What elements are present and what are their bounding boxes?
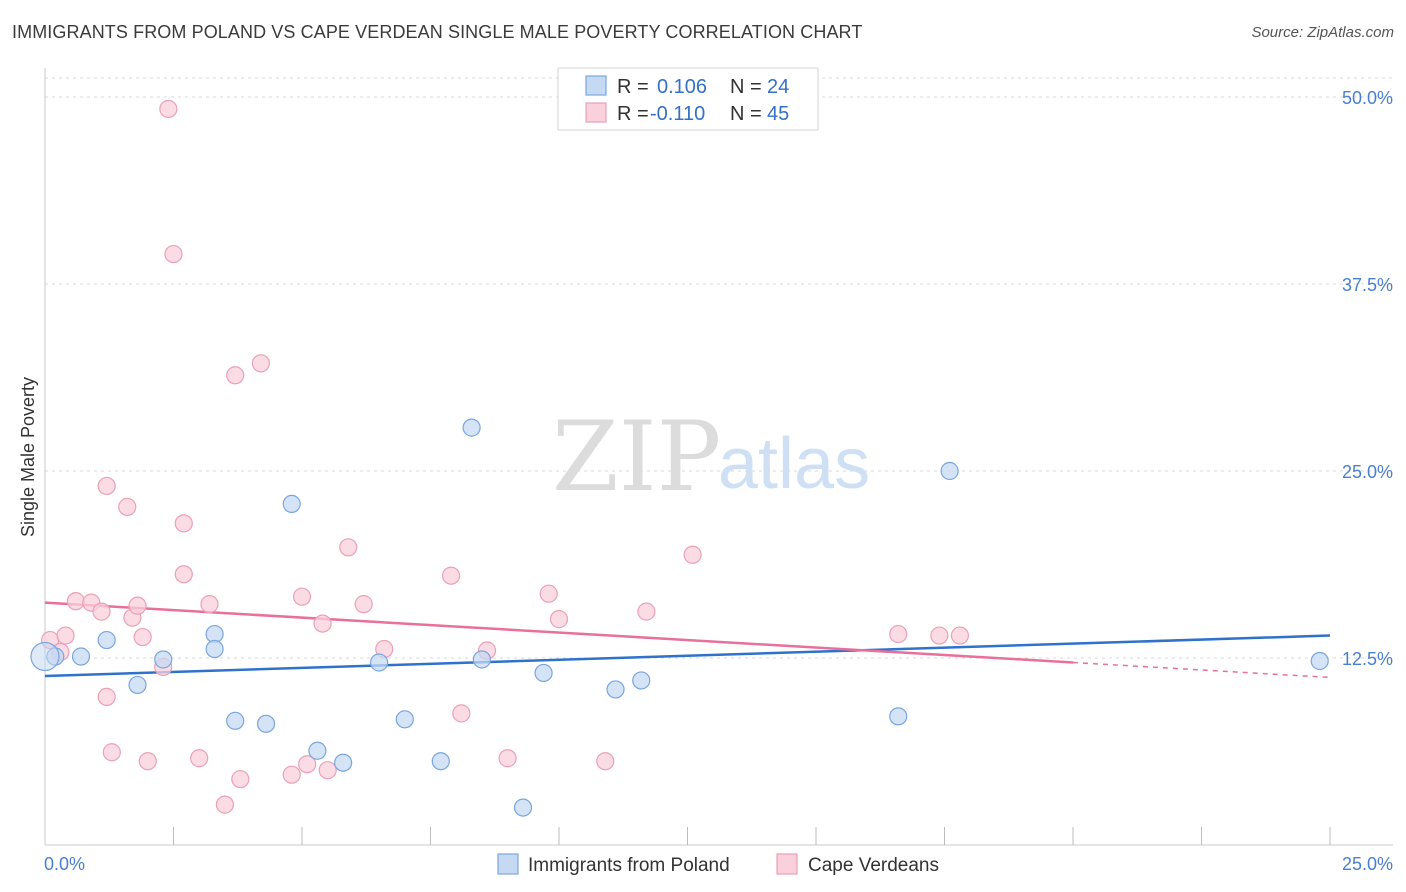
poland-point <box>205 639 224 659</box>
x-tick-label: 25.0% <box>1342 854 1393 874</box>
poland-point <box>97 630 116 650</box>
cape-verdean-point <box>251 354 270 373</box>
cape-verdean-point <box>138 752 157 771</box>
cape-verdean-point <box>174 514 193 533</box>
cape-verdean-point <box>118 497 137 517</box>
legend-swatch-poland <box>585 75 607 96</box>
poland-point <box>128 675 147 695</box>
cape-verdean-point <box>354 595 373 614</box>
legend-n-label: N = <box>730 103 762 125</box>
cape-verdean-point <box>97 687 116 706</box>
cape-verdean-point <box>683 545 702 564</box>
trend-layer <box>44 601 1331 679</box>
cape-verdean-trend-line-dashed <box>1072 661 1331 679</box>
legend-r-value: 0.106 <box>657 76 707 98</box>
cape-verdean-point <box>128 596 147 615</box>
legend-r-label: R = <box>617 76 649 98</box>
cape-verdean-point <box>282 765 301 784</box>
poland-point <box>889 707 908 726</box>
cape-verdean-point <box>102 743 121 762</box>
cape-verdean-point <box>231 770 250 789</box>
chart-title: IMMIGRANTS FROM POLAND VS CAPE VERDEAN S… <box>12 22 863 42</box>
watermark-zip: ZIP <box>552 401 721 513</box>
cape-verdean-trend-line <box>44 601 1074 664</box>
series-legend-swatch-poland <box>497 853 519 875</box>
cape-verdean-point <box>452 704 471 723</box>
cape-verdean-point <box>637 602 656 621</box>
poland-point <box>632 671 651 690</box>
series-legend: Immigrants from Poland Cape Verdeans <box>497 853 939 876</box>
poland-point <box>472 650 491 669</box>
cape-verdean-point <box>441 566 461 585</box>
y-tick-label: 25.0% <box>1342 462 1393 482</box>
cape-verdean-point <box>159 99 178 119</box>
legend-n-label: N = <box>730 76 762 98</box>
cape-verdean-point <box>539 584 558 603</box>
series-legend-swatch-cape-verdean <box>776 853 798 875</box>
cape-verdean-point <box>292 587 312 606</box>
poland-point <box>334 753 353 772</box>
watermark: ZIP atlas <box>552 401 870 513</box>
x-tick-label: 0.0% <box>44 854 85 874</box>
cape-verdean-point <box>318 761 337 780</box>
axis-layer: 12.5% 25.0% 37.5% 50.0% 0.0% 25.0% <box>44 68 1393 874</box>
cape-verdean-point <box>339 538 358 557</box>
cape-verdean-point <box>313 614 332 633</box>
watermark-atlas: atlas <box>718 424 870 504</box>
poland-point <box>370 653 389 672</box>
poland-point <box>71 647 91 666</box>
poland-point <box>534 663 553 683</box>
cape-verdean-point <box>226 366 245 385</box>
poland-point <box>606 680 625 699</box>
poland-point <box>462 418 481 437</box>
cape-verdean-point <box>950 626 970 645</box>
cape-verdean-point <box>56 626 75 645</box>
poland-point <box>282 494 301 514</box>
grid-layer <box>45 77 1393 659</box>
cape-verdean-point <box>190 749 209 768</box>
cape-verdean-point <box>164 244 183 264</box>
y-tick-label: 50.0% <box>1342 88 1393 108</box>
cape-verdean-point <box>549 610 569 629</box>
cape-verdean-point <box>66 592 85 611</box>
poland-point <box>226 711 245 730</box>
cape-verdean-point <box>930 626 949 645</box>
legend-r-label: R = <box>617 103 649 125</box>
poland-point <box>256 714 276 733</box>
poland-point <box>308 741 327 760</box>
legend-n-value: 24 <box>767 76 789 98</box>
cape-verdean-point <box>596 752 615 771</box>
poland-point <box>30 641 60 672</box>
y-tick-label: 12.5% <box>1342 649 1393 669</box>
legend-n-value: 45 <box>767 103 789 125</box>
cape-verdean-point <box>92 602 111 621</box>
series-legend-label-cape-verdean: Cape Verdeans <box>808 855 939 876</box>
cape-verdean-point <box>174 565 193 584</box>
source-label: Source: ZipAtlas.com <box>1251 24 1394 41</box>
legend-r-value: -0.110 <box>650 103 705 125</box>
poland-point <box>431 752 450 771</box>
stats-legend: R = 0.106 N = 24 R = -0.110 N = 45 <box>557 67 819 131</box>
legend-swatch-cape-verdean <box>585 102 607 123</box>
series-legend-label-poland: Immigrants from Poland <box>528 855 730 876</box>
poland-point <box>513 798 533 817</box>
cape-verdean-point <box>200 595 219 614</box>
cape-verdean-point <box>133 627 152 647</box>
poland-point <box>154 650 173 669</box>
y-tick-label: 37.5% <box>1342 275 1393 295</box>
cape-verdean-point <box>97 476 116 496</box>
cape-verdean-point <box>498 749 517 768</box>
y-axis-title: Single Male Poverty <box>18 377 38 537</box>
cape-verdean-point <box>215 795 234 814</box>
poland-point <box>940 461 959 481</box>
cape-verdean-point <box>298 755 317 774</box>
cape-verdean-point <box>889 624 908 644</box>
poland-trend-line <box>44 634 1331 678</box>
poland-point <box>1310 651 1329 671</box>
point-layer <box>30 99 1329 817</box>
poland-point <box>395 710 414 729</box>
